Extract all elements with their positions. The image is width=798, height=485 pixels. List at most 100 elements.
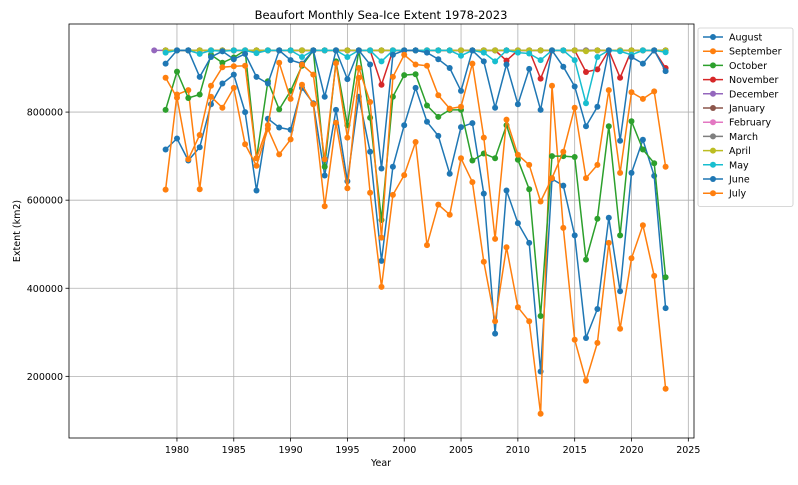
- data-point: [458, 52, 464, 59]
- data-point: [287, 47, 294, 54]
- y-tick-label: 800000: [27, 108, 63, 119]
- data-point: [333, 47, 339, 54]
- data-point: [344, 185, 351, 192]
- series-august: [162, 71, 669, 375]
- legend-item-june: June: [703, 175, 750, 186]
- data-point: [549, 175, 555, 182]
- x-tick-label: 2005: [449, 445, 473, 456]
- data-point: [537, 410, 544, 417]
- data-point: [537, 75, 544, 82]
- data-point: [446, 170, 453, 177]
- data-point: [583, 69, 589, 75]
- data-point: [344, 47, 351, 54]
- data-point: [583, 377, 589, 384]
- legend-label: January: [728, 104, 765, 115]
- data-point: [594, 215, 601, 222]
- data-point: [662, 305, 669, 312]
- data-point: [389, 47, 396, 54]
- data-point: [196, 186, 203, 193]
- data-point: [526, 239, 533, 246]
- data-point: [469, 47, 476, 54]
- data-point: [628, 255, 635, 262]
- data-point: [174, 68, 180, 75]
- legend-swatch-marker: [710, 76, 716, 83]
- data-point: [424, 102, 430, 109]
- data-point: [651, 47, 658, 54]
- data-point: [435, 132, 442, 139]
- data-point: [594, 54, 601, 60]
- legend-frame: [697, 27, 794, 207]
- legend-label: March: [729, 132, 758, 143]
- data-point: [583, 175, 589, 182]
- data-point: [435, 113, 442, 120]
- data-point: [389, 163, 396, 170]
- data-point: [378, 257, 385, 264]
- data-point: [480, 190, 487, 197]
- data-point: [230, 71, 237, 78]
- data-point: [435, 47, 442, 54]
- data-point: [514, 49, 521, 56]
- x-tick-label: 2000: [392, 445, 416, 456]
- legend-swatch-marker: [710, 105, 716, 111]
- plot-frame: [68, 23, 695, 439]
- data-point: [503, 61, 510, 68]
- data-point: [242, 109, 249, 116]
- data-point: [219, 104, 226, 111]
- data-point: [617, 288, 624, 295]
- data-point: [344, 134, 351, 141]
- data-point: [412, 84, 419, 91]
- data-point: [446, 65, 453, 71]
- data-point: [446, 105, 453, 112]
- data-point: [389, 51, 396, 58]
- legend-label: May: [729, 160, 749, 171]
- legend-item-august: August: [703, 33, 763, 44]
- data-point: [526, 161, 533, 168]
- data-point: [514, 156, 521, 163]
- data-point: [151, 47, 158, 54]
- data-point: [162, 60, 169, 67]
- data-point: [253, 162, 260, 169]
- data-point: [321, 172, 328, 179]
- data-point: [219, 80, 226, 87]
- data-point: [651, 272, 658, 279]
- data-point: [276, 151, 283, 158]
- legend-item-october: October: [703, 61, 767, 72]
- data-point: [617, 48, 624, 55]
- data-point: [537, 57, 544, 64]
- data-point: [321, 156, 328, 163]
- data-point: [367, 148, 374, 155]
- data-point: [174, 47, 180, 54]
- legend-label: December: [729, 89, 778, 100]
- data-point: [287, 57, 294, 64]
- data-point: [389, 73, 396, 80]
- data-point: [378, 165, 385, 172]
- data-point: [276, 124, 283, 131]
- data-point: [549, 82, 555, 89]
- legend-label: July: [728, 189, 746, 200]
- data-point: [639, 47, 646, 54]
- x-axis-label: Year: [370, 458, 391, 469]
- data-point: [526, 186, 533, 193]
- data-point: [378, 234, 385, 241]
- legend-item-march: March: [703, 132, 758, 143]
- data-point: [571, 336, 578, 343]
- data-point: [605, 239, 612, 246]
- x-tick-label: 1985: [222, 445, 246, 456]
- legend-label: October: [729, 61, 767, 72]
- data-point: [424, 49, 430, 56]
- data-point: [492, 58, 499, 65]
- data-point: [605, 47, 612, 54]
- legend-swatch-marker: [710, 119, 716, 126]
- data-point: [537, 198, 544, 205]
- data-point: [253, 50, 260, 57]
- data-point: [162, 106, 169, 113]
- data-point: [412, 139, 419, 145]
- data-point: [196, 91, 203, 98]
- data-point: [617, 169, 624, 176]
- data-point: [242, 62, 249, 69]
- data-point: [628, 118, 635, 125]
- data-point: [549, 47, 555, 54]
- data-point: [435, 92, 442, 99]
- legend-label: June: [728, 175, 750, 186]
- legend-swatch-marker: [710, 62, 716, 69]
